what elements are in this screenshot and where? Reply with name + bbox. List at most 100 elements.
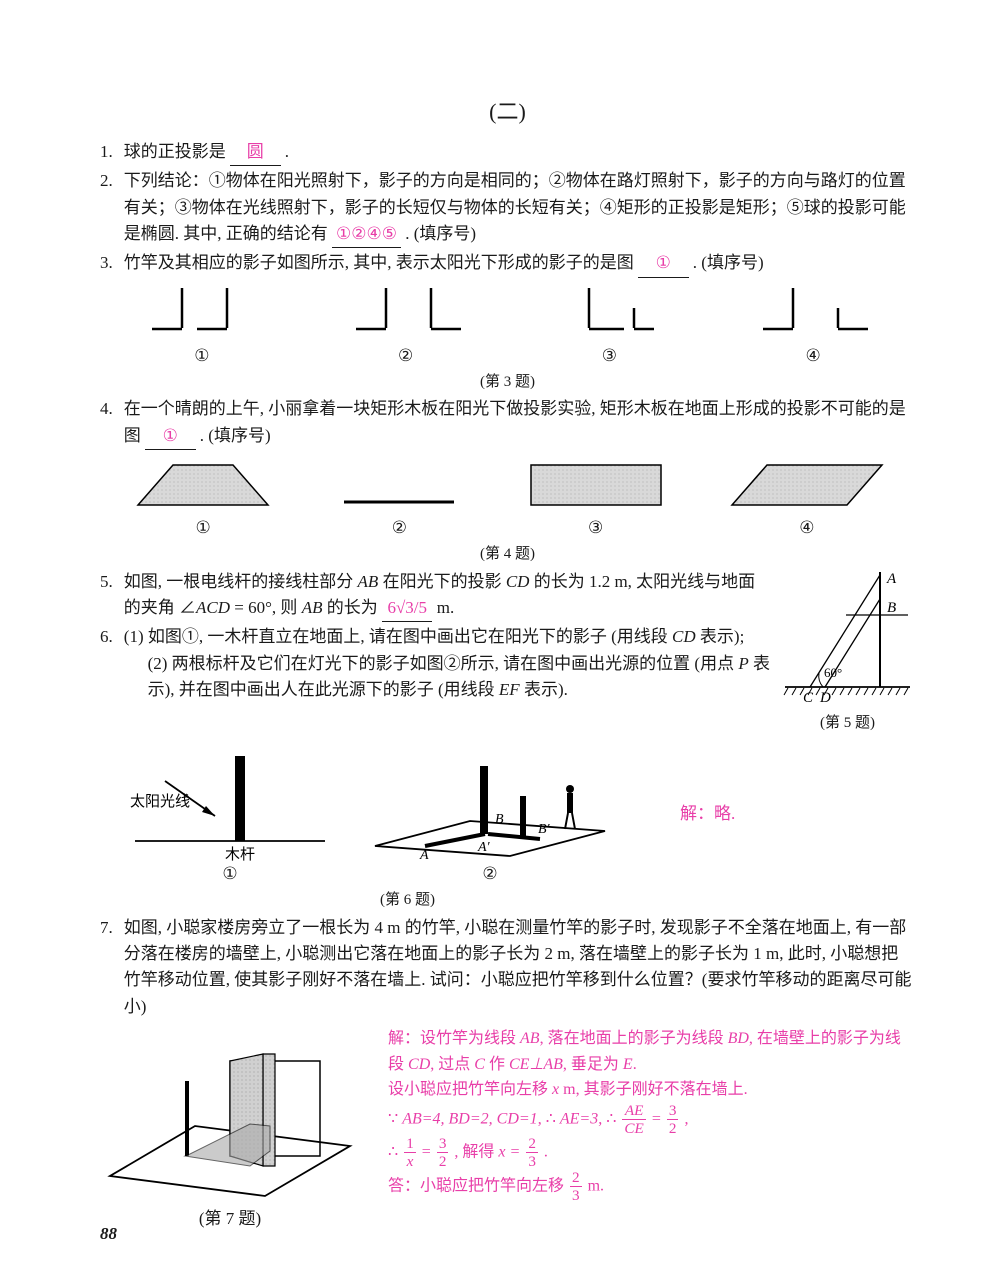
- q1-text-after: .: [285, 142, 289, 161]
- q2-text: 下列结论：①物体在阳光照射下，影子的方向是相同的；②物体在路灯照射下，影子的方向…: [124, 171, 906, 243]
- q3-figure-caption: (第 3 题): [100, 371, 915, 394]
- q3-text: 竹竿及其相应的影子如图所示, 其中, 表示太阳光下形成的影子的是图: [124, 253, 634, 272]
- q4-fig-3: ③: [521, 460, 671, 541]
- s-l3f2: 32: [665, 1103, 681, 1136]
- q3-text-after: . (填序号): [693, 253, 764, 272]
- q5-number: 5.: [100, 569, 113, 595]
- q4-svg-2: [334, 460, 464, 515]
- q7-sol-l3: ∵ AB=4, BD=2, CD=1, ∴ AE=3, ∴ AECE = 32 …: [388, 1103, 915, 1136]
- s-l5a: 答：小聪应把竹竿向左移: [388, 1177, 568, 1194]
- s-l3f2b: 2: [667, 1120, 679, 1136]
- s-l4c: .: [544, 1143, 548, 1160]
- s-l4f1t: 1: [404, 1136, 416, 1153]
- s-l4f1: 1x: [402, 1136, 418, 1169]
- s-l1m3: CD: [408, 1056, 430, 1073]
- question-1: 1. 球的正投影是 圆 .: [100, 139, 915, 166]
- q3-fig-2: ②: [346, 288, 466, 369]
- q3-svg-4: [753, 288, 873, 343]
- q7-svg: [100, 1026, 360, 1206]
- s-l2b: m, 其影子刚好不落在墙上.: [559, 1081, 747, 1098]
- s-l4f3t: 2: [526, 1136, 538, 1153]
- q2-text-after: . (填序号): [405, 224, 476, 243]
- q3-figure-row: ① ② ③: [100, 288, 915, 369]
- s-l5ft: 2: [570, 1170, 582, 1187]
- q5-t2: 在阳光下的投影: [378, 572, 506, 591]
- s-l5f: 23: [568, 1170, 584, 1203]
- q1-answer: 圆: [230, 139, 281, 166]
- q5-t1: 如图, 一根电线杆的接线柱部分: [124, 572, 358, 591]
- q6-label-Aprime: A′: [477, 840, 491, 855]
- q4-opt-1: ①: [128, 515, 278, 541]
- s-l4f2: 32: [435, 1136, 451, 1169]
- q3-fig-1: ①: [142, 288, 262, 369]
- q1-text-before: 球的正投影是: [124, 142, 226, 161]
- s-l4f3: 23: [524, 1136, 540, 1169]
- q6-p2-m1: P: [738, 654, 748, 673]
- q6-pole-label: 木杆: [225, 846, 255, 861]
- s-l3f2t: 3: [667, 1103, 679, 1120]
- q5-t4: = 60°, 则: [230, 598, 302, 617]
- question-4: 4. 在一个晴朗的上午, 小丽拿着一块矩形木板在阳光下做投影实验, 矩形木板在地…: [100, 396, 915, 450]
- s-l1f: , 垂足为: [563, 1056, 623, 1073]
- q5-figure-caption: (第 5 题): [780, 712, 915, 735]
- q6-p1: (1) 如图①, 一木杆直立在地面上, 请在图中画出它在阳光下的影子 (用线段: [124, 627, 672, 646]
- s-l5fb: 3: [570, 1187, 582, 1203]
- q5-m2: CD: [506, 572, 530, 591]
- q5-text-after: m.: [437, 598, 454, 617]
- q3-fig-3: ③: [549, 288, 669, 369]
- q6-p2-m2: EF: [499, 680, 520, 699]
- q6-number: 6.: [100, 624, 113, 650]
- q4-svg-3: [521, 460, 671, 515]
- q3-svg-2: [346, 288, 466, 343]
- s-l4f2t: 3: [437, 1136, 449, 1153]
- s-l1a: 解：设竹竿为线段: [388, 1030, 520, 1047]
- q2-answer: ①②④⑤: [332, 221, 401, 248]
- question-6: 6. (1) 如图①, 一木杆直立在地面上, 请在图中画出它在阳光下的影子 (用…: [100, 624, 915, 703]
- q7-figure: (第 7 题): [100, 1026, 360, 1232]
- s-l4f2b: 2: [437, 1153, 449, 1169]
- s-l1e: 作: [485, 1056, 509, 1073]
- s-l3b: , ∴: [538, 1110, 560, 1127]
- q2-number: 2.: [100, 168, 113, 194]
- s-l3c: , ∴: [598, 1110, 620, 1127]
- q6-p2-after: 表示).: [520, 680, 568, 699]
- q6-solution: 解：略.: [680, 801, 735, 827]
- q7-sol-l4: ∴ 1x = 32 , 解得 x = 23 .: [388, 1136, 915, 1169]
- q6-label-B: B: [495, 812, 504, 827]
- q7-sol-l2: 设小聪应把竹竿向左移 x m, 其影子刚好不落在墙上.: [388, 1077, 915, 1103]
- s-l3a: ∵: [388, 1110, 402, 1127]
- question-2: 2. 下列结论：①物体在阳光照射下，影子的方向是相同的；②物体在路灯照射下，影子…: [100, 168, 915, 248]
- q6-svg-1: 太阳光线 木杆: [130, 751, 330, 861]
- s-l3f1t: AE: [622, 1103, 645, 1120]
- q6-fig-2: A A′ B B′ ②: [360, 751, 620, 887]
- q5-m4: AB: [302, 598, 323, 617]
- s-l4eq: =: [422, 1143, 435, 1160]
- s-l2a: 设小聪应把竹竿向左移: [388, 1081, 552, 1098]
- q4-figure-row: ① ② ③ ④: [100, 460, 915, 541]
- s-l1m6: E: [623, 1056, 633, 1073]
- q4-svg-4: [727, 460, 887, 515]
- s-l3f1: AECE: [620, 1103, 647, 1136]
- question-5: 5. 如图, 一根电线杆的接线柱部分 AB 在阳光下的投影 CD 的长为 1.2…: [100, 569, 915, 623]
- page: (二) 1. 球的正投影是 圆 . 2. 下列结论：①物体在阳光照射下，影子的方…: [0, 0, 1000, 1272]
- q6-p2: (2) 两根标杆及它们在灯光下的影子如图②所示, 请在图中画出光源的位置 (用点: [148, 654, 739, 673]
- q6-label-A: A: [419, 848, 429, 861]
- q6-opt-1: ①: [130, 861, 330, 887]
- q4-fig-1: ①: [128, 460, 278, 541]
- s-l1m1: AB: [520, 1030, 540, 1047]
- q3-opt-2: ②: [346, 343, 466, 369]
- q4-fig-4: ④: [727, 460, 887, 541]
- question-7: 7. 如图, 小聪家楼房旁立了一根长为 4 m 的竹竿, 小聪在测量竹竿的影子时…: [100, 915, 915, 1020]
- s-l4m1: x =: [498, 1143, 524, 1160]
- q3-svg-3: [549, 288, 669, 343]
- page-number: 88: [100, 1221, 117, 1247]
- q4-text-after: . (填序号): [200, 426, 271, 445]
- s-l3f1b: CE: [622, 1120, 645, 1136]
- s-l4b: , 解得: [454, 1143, 498, 1160]
- q6-opt-2: ②: [360, 861, 620, 887]
- q3-opt-3: ③: [549, 343, 669, 369]
- q5-answer: 6√3/5: [382, 595, 433, 622]
- q5-m3: ACD: [196, 598, 230, 617]
- q7-figure-caption: (第 7 题): [100, 1206, 360, 1232]
- s-l5b: m.: [588, 1177, 604, 1194]
